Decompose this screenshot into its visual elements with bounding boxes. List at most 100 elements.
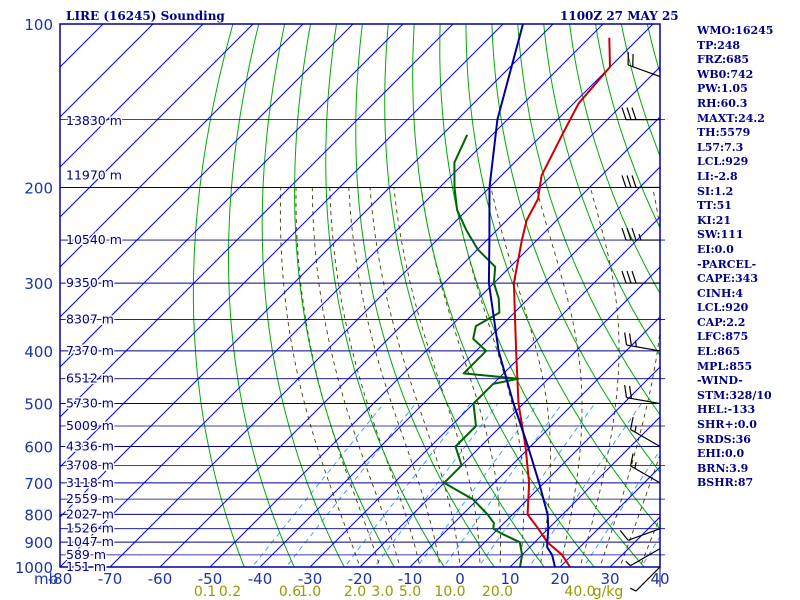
temperature-tick-label: -10 xyxy=(398,570,423,588)
wind-barbs xyxy=(619,52,661,592)
wind-barb xyxy=(629,453,661,484)
isotherms xyxy=(60,24,660,567)
wind-barb xyxy=(621,270,660,284)
mixing-ratio-label: g/kg xyxy=(593,584,624,600)
height-label: 8307 m xyxy=(66,311,114,326)
index-item: BSHR:87 xyxy=(697,476,754,490)
mixing-ratio-label: 40.0 xyxy=(564,584,595,600)
temperature-tick-label: -50 xyxy=(198,570,223,588)
dry-adiabat xyxy=(355,24,495,567)
index-item: BRN:3.9 xyxy=(697,461,749,475)
pressure-tick-label: 200 xyxy=(24,179,53,197)
wind-barb xyxy=(624,332,661,352)
isotherm xyxy=(60,24,604,567)
moist-adiabat xyxy=(295,187,381,567)
height-label: 7370 m xyxy=(66,343,114,358)
pressure-tick-label: 100 xyxy=(24,16,53,34)
temperature-tick-label: 10 xyxy=(500,570,519,588)
index-item: CAP:2.2 xyxy=(697,315,746,329)
series-parcel xyxy=(487,24,557,567)
height-label: 1526 m xyxy=(66,521,114,536)
pressure-unit-label: mb xyxy=(34,570,58,588)
dry-adiabat xyxy=(569,24,660,295)
index-item: SRDS:36 xyxy=(697,432,751,446)
temperature-tick-label: 30 xyxy=(600,570,619,588)
pressure-tick-label: 900 xyxy=(24,534,53,552)
index-item: LCL:920 xyxy=(697,301,749,315)
temperature-tick-label: 40 xyxy=(650,570,669,588)
index-item: STM:328/10 xyxy=(697,388,772,402)
temperature-tick-label: -30 xyxy=(298,570,323,588)
dry-adiabat xyxy=(517,24,660,416)
index-item: EL:865 xyxy=(697,345,741,359)
isotherm xyxy=(409,316,660,567)
index-item: -PARCEL- xyxy=(697,257,757,271)
wind-barb xyxy=(621,107,660,121)
mixing-ratio-label: 2.0 xyxy=(344,584,366,600)
dry-adiabat xyxy=(325,24,445,567)
mixing-ratio-label: 10.0 xyxy=(434,584,465,600)
index-item: HEL:-133 xyxy=(697,403,756,417)
mixing-ratio-label: 0.6 xyxy=(279,584,301,600)
index-item: KI:21 xyxy=(697,213,732,227)
moist-adiabat xyxy=(420,187,501,567)
station-title: LIRE (16245) Sounding xyxy=(66,9,225,23)
plot-border xyxy=(59,23,661,568)
index-item: WB0:742 xyxy=(697,67,754,81)
height-label: 6512 m xyxy=(66,371,114,386)
isotherm xyxy=(60,24,304,268)
pressure-tick-label: 800 xyxy=(24,506,53,524)
isotherm xyxy=(459,366,660,567)
moist-adiabat xyxy=(348,187,441,567)
height-label: 5730 m xyxy=(66,396,114,411)
isotherm xyxy=(60,24,404,368)
pressure-tick-label: 500 xyxy=(24,396,53,414)
index-item: CAPE:343 xyxy=(697,272,758,286)
isotherm xyxy=(509,416,660,567)
index-item: LI:-2.8 xyxy=(697,169,738,183)
index-item: -WIND- xyxy=(697,374,743,388)
series-temperature xyxy=(512,37,611,567)
isotherm xyxy=(60,24,254,218)
moist-adiabat xyxy=(535,187,583,567)
isotherm xyxy=(60,24,554,518)
index-item: MPL:855 xyxy=(697,359,753,373)
height-label: 4336 m xyxy=(66,439,114,454)
height-label: 3118 m xyxy=(66,475,114,490)
pressure-tick-label: 700 xyxy=(24,475,53,493)
height-label: 10540 m xyxy=(66,232,122,247)
temperature-tick-label: 20 xyxy=(550,570,569,588)
mixing-ratio-line xyxy=(443,403,563,567)
isotherm xyxy=(60,24,204,168)
wind-barb xyxy=(630,566,661,592)
height-label: 2559 m xyxy=(66,491,114,506)
index-item: WMO:16245 xyxy=(697,24,774,37)
dry-adiabat xyxy=(294,24,395,567)
temperature-tick-label: -60 xyxy=(148,570,173,588)
isotherm xyxy=(209,116,660,567)
index-item: FRZ:685 xyxy=(697,53,750,67)
mixing-ratio-label: 0.1 xyxy=(194,584,216,600)
valid-time: 1100Z 27 MAY 25 xyxy=(560,9,679,23)
wind-barb xyxy=(629,417,661,448)
wind-barb xyxy=(619,528,661,541)
height-label: 5009 m xyxy=(66,418,114,433)
mixing-ratio-line xyxy=(583,449,660,567)
mixing-ratio-line xyxy=(478,403,596,567)
temperature-tick-label: -40 xyxy=(248,570,273,588)
indices-panel: WMO:16245 TP:248 FRZ:685 WB0:742 PW:1.05 RH:6… xyxy=(697,24,800,491)
index-item: SW:111 xyxy=(697,228,744,242)
mixing-ratio-label: 5.0 xyxy=(399,584,421,600)
index-item: SHR+:0.0 xyxy=(697,418,757,432)
index-item: TP:248 xyxy=(697,38,741,52)
mixing-ratio-label: 0.2 xyxy=(219,584,241,600)
height-label: 1047 m xyxy=(66,534,114,549)
pressure-tick-label: 400 xyxy=(24,343,53,361)
moist-adiabat xyxy=(579,187,620,567)
index-item: RH:60.3 xyxy=(697,96,748,110)
height-label: 3708 m xyxy=(66,457,114,472)
plot-frame xyxy=(59,23,661,587)
height-label: 589 m xyxy=(66,547,106,562)
